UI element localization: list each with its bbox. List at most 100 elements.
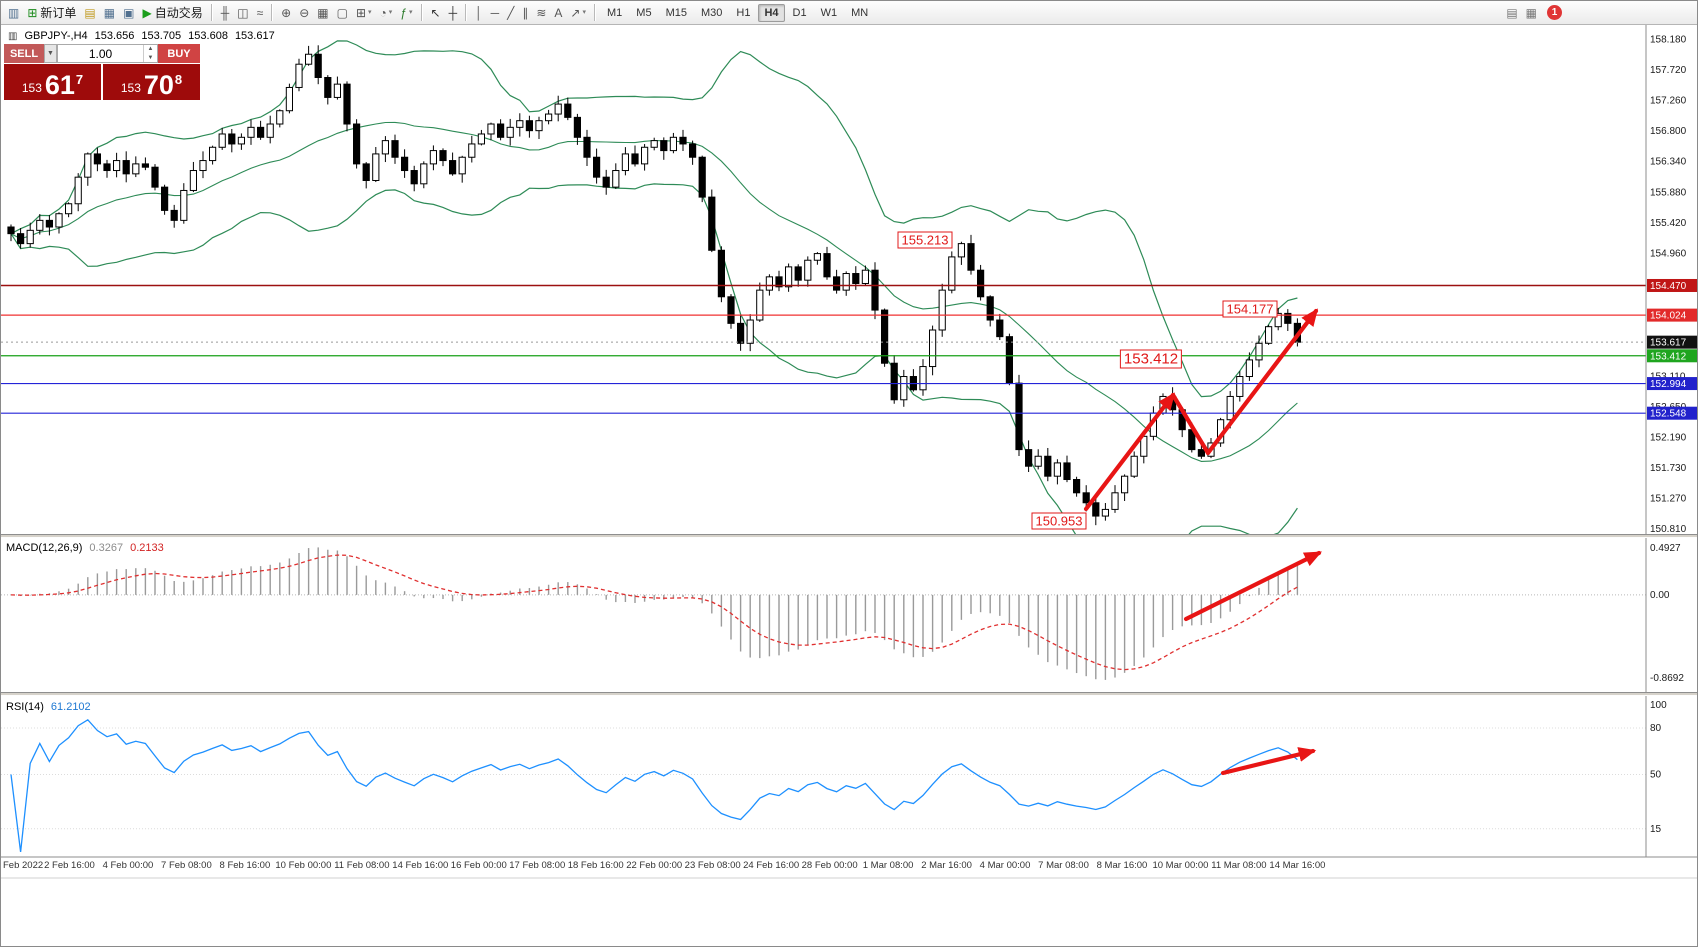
- macd-main-value: 0.3267: [89, 542, 124, 554]
- navigator-icon[interactable]: ▣: [120, 3, 137, 23]
- market-watch-icon[interactable]: ▦: [101, 3, 118, 23]
- svg-text:157.260: 157.260: [1650, 96, 1687, 107]
- timeframe-m5[interactable]: M5: [636, 6, 652, 19]
- text-tool-icon-glyph: A: [554, 5, 563, 20]
- svg-text:7 Mar 08:00: 7 Mar 08:00: [1038, 860, 1089, 871]
- zoom-in-icon-glyph: ⊕: [281, 5, 292, 20]
- candlestick-chart-icon[interactable]: ◫: [234, 3, 251, 23]
- vertical-line-icon[interactable]: │: [472, 3, 486, 23]
- timeframe-w1[interactable]: W1: [820, 6, 838, 19]
- vertical-line-icon-glyph: │: [475, 5, 483, 20]
- price-annotation[interactable]: 153.412: [1119, 349, 1183, 369]
- buy-button[interactable]: BUY: [158, 44, 200, 63]
- line-chart-icon[interactable]: ≈: [254, 3, 267, 23]
- svg-text:0.00: 0.00: [1650, 590, 1670, 601]
- svg-text:-0.8692: -0.8692: [1650, 673, 1684, 684]
- community-icon-glyph: ▤: [1506, 5, 1518, 20]
- autotrading-button-label: 自动交易: [154, 5, 203, 20]
- trendline-icon-glyph: ╱: [507, 5, 515, 20]
- fibonacci-icon[interactable]: ≋: [533, 3, 549, 23]
- timeframe-m30[interactable]: M30: [700, 6, 723, 19]
- timeframe-d1[interactable]: D1: [792, 6, 807, 19]
- community-icon[interactable]: ▤: [1503, 3, 1520, 23]
- candlestick-series: [7, 45, 1302, 526]
- price-annotation[interactable]: 154.177: [1222, 300, 1278, 318]
- svg-text:157.720: 157.720: [1650, 65, 1687, 76]
- svg-text:7 Feb 08:00: 7 Feb 08:00: [161, 860, 212, 871]
- volume-input[interactable]: [58, 45, 143, 62]
- arrows-tool-icon-caret[interactable]: ▾: [582, 9, 586, 16]
- bar-chart-icon-glyph: ╫: [220, 5, 230, 20]
- svg-text:4 Feb 00:00: 4 Feb 00:00: [103, 860, 154, 871]
- period-icon[interactable]: ◔ ▾: [377, 3, 396, 23]
- trend-arrow[interactable]: [1220, 747, 1317, 776]
- buy-price-button[interactable]: 153 70 8: [103, 64, 200, 100]
- indicators-icon[interactable]: ƒ ▾: [397, 3, 415, 23]
- new-order-button-glyph: ⊞: [27, 5, 38, 20]
- toolbar-separator: [465, 4, 468, 21]
- timeframe-h4[interactable]: H4: [758, 3, 785, 22]
- indicators-icon-caret[interactable]: ▾: [409, 9, 413, 16]
- cascade-windows-icon-glyph: ▢: [336, 5, 348, 20]
- symbol-chart-icon: ▥: [8, 30, 18, 42]
- crosshair-icon[interactable]: ┼: [446, 3, 461, 23]
- new-order-button[interactable]: ⊞ 新订单: [24, 3, 79, 23]
- timeframe-mn[interactable]: MN: [851, 6, 869, 19]
- price-annotation[interactable]: 150.953: [1031, 512, 1087, 530]
- notification-badge[interactable]: 1: [1547, 5, 1562, 20]
- macd-signal-line[interactable]: [10, 554, 1298, 671]
- svg-text:150.810: 150.810: [1650, 524, 1687, 535]
- timeframe-m15[interactable]: M15: [665, 6, 687, 19]
- autotrading-button[interactable]: ▶ 自动交易: [139, 3, 205, 23]
- timeframe-h1[interactable]: H1: [736, 6, 751, 19]
- new-chart-icon[interactable]: ⊞ ▾: [353, 3, 375, 23]
- svg-text:151.730: 151.730: [1650, 463, 1687, 474]
- svg-text:155.880: 155.880: [1650, 187, 1687, 198]
- svg-text:156.340: 156.340: [1650, 157, 1687, 168]
- new-chart-icon-caret[interactable]: ▾: [368, 9, 372, 16]
- channel-icon[interactable]: ∥: [519, 3, 531, 23]
- horizontal-lines[interactable]: [1, 284, 1646, 414]
- period-icon-caret[interactable]: ▾: [388, 9, 393, 16]
- trendline-icon[interactable]: ╱: [504, 3, 517, 23]
- trend-arrow[interactable]: [1170, 392, 1211, 456]
- sell-button[interactable]: SELL: [4, 44, 44, 63]
- profiles-icon[interactable]: ▤: [81, 3, 98, 23]
- zoom-out-icon[interactable]: ⊖: [296, 3, 312, 23]
- volume-up-button[interactable]: ▲: [147, 46, 154, 53]
- bar-chart-icon[interactable]: ╫: [218, 3, 233, 23]
- text-tool-icon[interactable]: A: [551, 3, 565, 23]
- svg-text:153.617: 153.617: [1650, 338, 1687, 349]
- rsi-indicator-label: RSI(14) 61.2102: [6, 701, 91, 713]
- svg-text:22 Feb 00:00: 22 Feb 00:00: [626, 860, 682, 871]
- price-macd-separator[interactable]: [1, 534, 1697, 538]
- arrows-tool-icon[interactable]: ↗ ▾: [567, 3, 589, 23]
- cursor-icon[interactable]: ↖: [428, 3, 444, 23]
- tile-windows-icon[interactable]: ▦: [314, 3, 331, 23]
- zoom-in-icon[interactable]: ⊕: [278, 3, 294, 23]
- cascade-windows-icon[interactable]: ▢: [334, 3, 351, 23]
- trend-arrow[interactable]: [1083, 392, 1176, 512]
- tile-windows-icon-glyph: ▦: [317, 5, 329, 20]
- toolbar-separator: [271, 4, 274, 21]
- chart-window-icon[interactable]: ▥: [5, 3, 22, 23]
- horizontal-line-icon[interactable]: ─: [488, 3, 503, 23]
- navigator-icon-glyph: ▣: [123, 5, 135, 20]
- trade-settings-dropdown[interactable]: ▼: [44, 44, 57, 63]
- svg-text:152.190: 152.190: [1650, 432, 1687, 443]
- sell-price-button[interactable]: 153 61 7: [4, 64, 101, 100]
- svg-text:152.548: 152.548: [1650, 409, 1687, 420]
- macd-rsi-separator[interactable]: [1, 692, 1697, 696]
- svg-text:152.994: 152.994: [1650, 379, 1687, 390]
- rsi-line[interactable]: [10, 718, 1298, 852]
- timeframe-m1[interactable]: M1: [607, 6, 623, 19]
- layout-icon[interactable]: ▦: [1523, 3, 1540, 23]
- period-icon-glyph: ◔: [379, 5, 387, 20]
- trend-arrow[interactable]: [1183, 550, 1323, 622]
- trend-arrow[interactable]: [1205, 308, 1319, 456]
- price-badge: [1647, 335, 1697, 349]
- price-annotation[interactable]: 155.213: [897, 231, 953, 249]
- volume-down-button[interactable]: ▼: [147, 54, 154, 61]
